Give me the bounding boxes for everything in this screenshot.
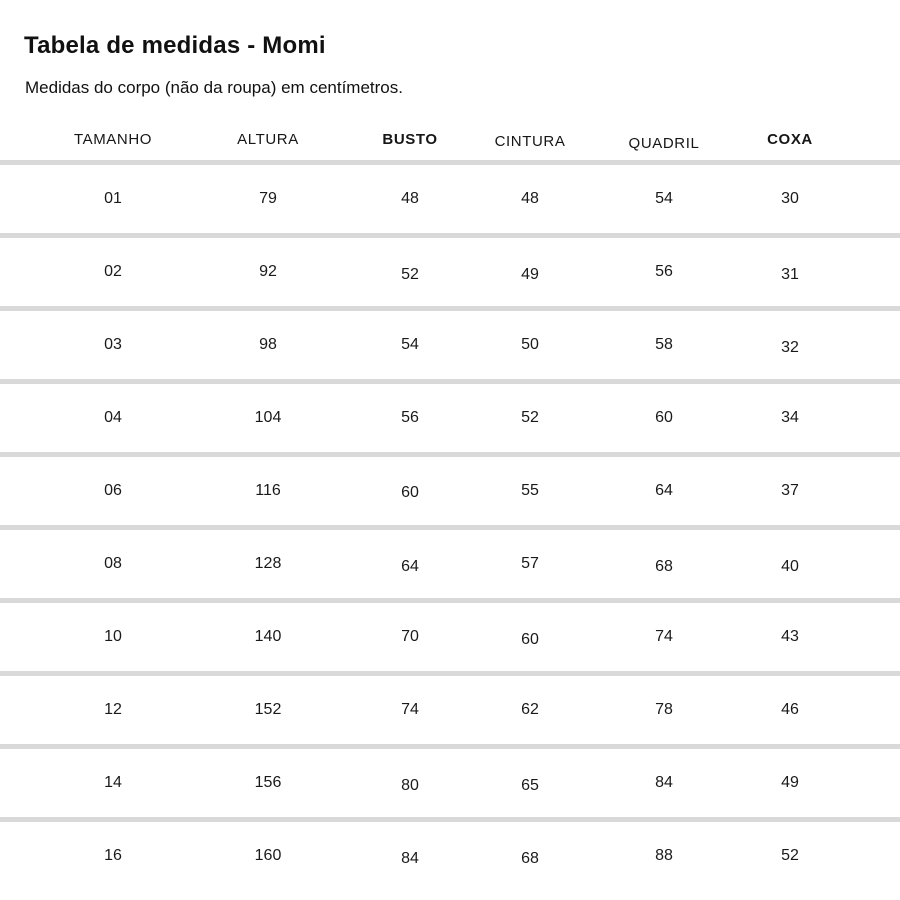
cell-cintura: 55: [521, 482, 539, 499]
cell-quadril: 74: [655, 628, 673, 645]
cell-cintura: 48: [521, 190, 539, 207]
cell-quadril: 68: [655, 558, 673, 575]
cell-altura: 140: [254, 628, 282, 645]
cell-coxa: 32: [781, 339, 799, 356]
cell-coxa: 52: [781, 847, 799, 864]
cell-coxa: 49: [781, 774, 799, 791]
cell-altura: 156: [254, 774, 282, 791]
cell-busto: 56: [401, 409, 419, 426]
table-row: 08 128 64 57 68 40: [0, 525, 900, 598]
cell-coxa: 30: [781, 190, 799, 207]
cell-busto: 64: [401, 558, 419, 575]
cell-cintura: 68: [521, 850, 539, 867]
cell-altura: 98: [259, 336, 277, 353]
cell-busto: 52: [401, 266, 419, 283]
cell-altura: 160: [254, 847, 282, 864]
cell-cintura: 49: [521, 266, 539, 283]
table-row: 14 156 80 65 84 49: [0, 744, 900, 817]
cell-quadril: 84: [655, 774, 673, 791]
cell-quadril: 64: [655, 482, 673, 499]
cell-tamanho: 04: [104, 409, 122, 426]
cell-cintura: 52: [521, 409, 539, 426]
cell-busto: 84: [401, 850, 419, 867]
cell-tamanho: 08: [104, 555, 122, 572]
cell-coxa: 37: [781, 482, 799, 499]
cell-busto: 54: [401, 336, 419, 353]
page-title: Tabela de medidas - Momi: [24, 32, 326, 59]
cell-altura: 116: [255, 482, 281, 499]
table-row: 03 98 54 50 58 32: [0, 306, 900, 379]
cell-coxa: 46: [781, 701, 799, 718]
cell-tamanho: 16: [104, 847, 122, 864]
cell-tamanho: 03: [104, 336, 122, 353]
table-row: 16 160 84 68 88 52: [0, 817, 900, 890]
page-subtitle: Medidas do corpo (não da roupa) em centí…: [25, 78, 403, 97]
cell-coxa: 43: [781, 628, 799, 645]
table-row: 10 140 70 60 74 43: [0, 598, 900, 671]
column-header-coxa: COXA: [767, 131, 813, 148]
cell-tamanho: 14: [104, 774, 122, 791]
column-header-tamanho: TAMANHO: [73, 131, 153, 148]
cell-altura: 104: [254, 409, 282, 426]
cell-busto: 74: [401, 701, 419, 718]
cell-quadril: 58: [655, 336, 673, 353]
cell-cintura: 60: [521, 631, 539, 648]
cell-busto: 70: [401, 628, 419, 645]
column-header-busto: BUSTO: [382, 131, 438, 148]
cell-busto: 48: [401, 190, 419, 207]
cell-quadril: 56: [655, 263, 673, 280]
cell-quadril: 60: [655, 409, 673, 426]
cell-cintura: 57: [521, 555, 539, 572]
cell-cintura: 65: [521, 777, 539, 794]
column-header-quadril: QUADRIL: [628, 135, 700, 152]
cell-altura: 92: [259, 263, 277, 280]
cell-altura: 128: [254, 555, 282, 572]
cell-coxa: 31: [781, 266, 799, 283]
cell-tamanho: 01: [104, 190, 122, 207]
cell-altura: 79: [259, 190, 277, 207]
table-body: 01 79 48 48 54 30 02 92 52 49 56 31 03 9…: [0, 160, 900, 890]
cell-cintura: 50: [521, 336, 539, 353]
cell-altura: 152: [254, 701, 282, 718]
column-header-cintura: CINTURA: [494, 133, 566, 150]
table-row: 01 79 48 48 54 30: [0, 160, 900, 233]
cell-coxa: 40: [781, 558, 799, 575]
table-row: 06 116 60 55 64 37: [0, 452, 900, 525]
cell-coxa: 34: [781, 409, 799, 426]
cell-busto: 60: [401, 484, 419, 501]
cell-tamanho: 10: [104, 628, 122, 645]
cell-quadril: 78: [655, 701, 673, 718]
cell-tamanho: 02: [104, 263, 122, 280]
table-row: 02 92 52 49 56 31: [0, 233, 900, 306]
table-row: 04 104 56 52 60 34: [0, 379, 900, 452]
cell-quadril: 88: [655, 847, 673, 864]
table-header-row: TAMANHO ALTURA BUSTO CINTURA QUADRIL COX…: [0, 131, 900, 153]
cell-cintura: 62: [521, 701, 539, 718]
table-row: 12 152 74 62 78 46: [0, 671, 900, 744]
cell-quadril: 54: [655, 190, 673, 207]
cell-tamanho: 06: [104, 482, 122, 499]
cell-tamanho: 12: [104, 701, 122, 718]
cell-busto: 80: [401, 777, 419, 794]
column-header-altura: ALTURA: [237, 131, 299, 148]
